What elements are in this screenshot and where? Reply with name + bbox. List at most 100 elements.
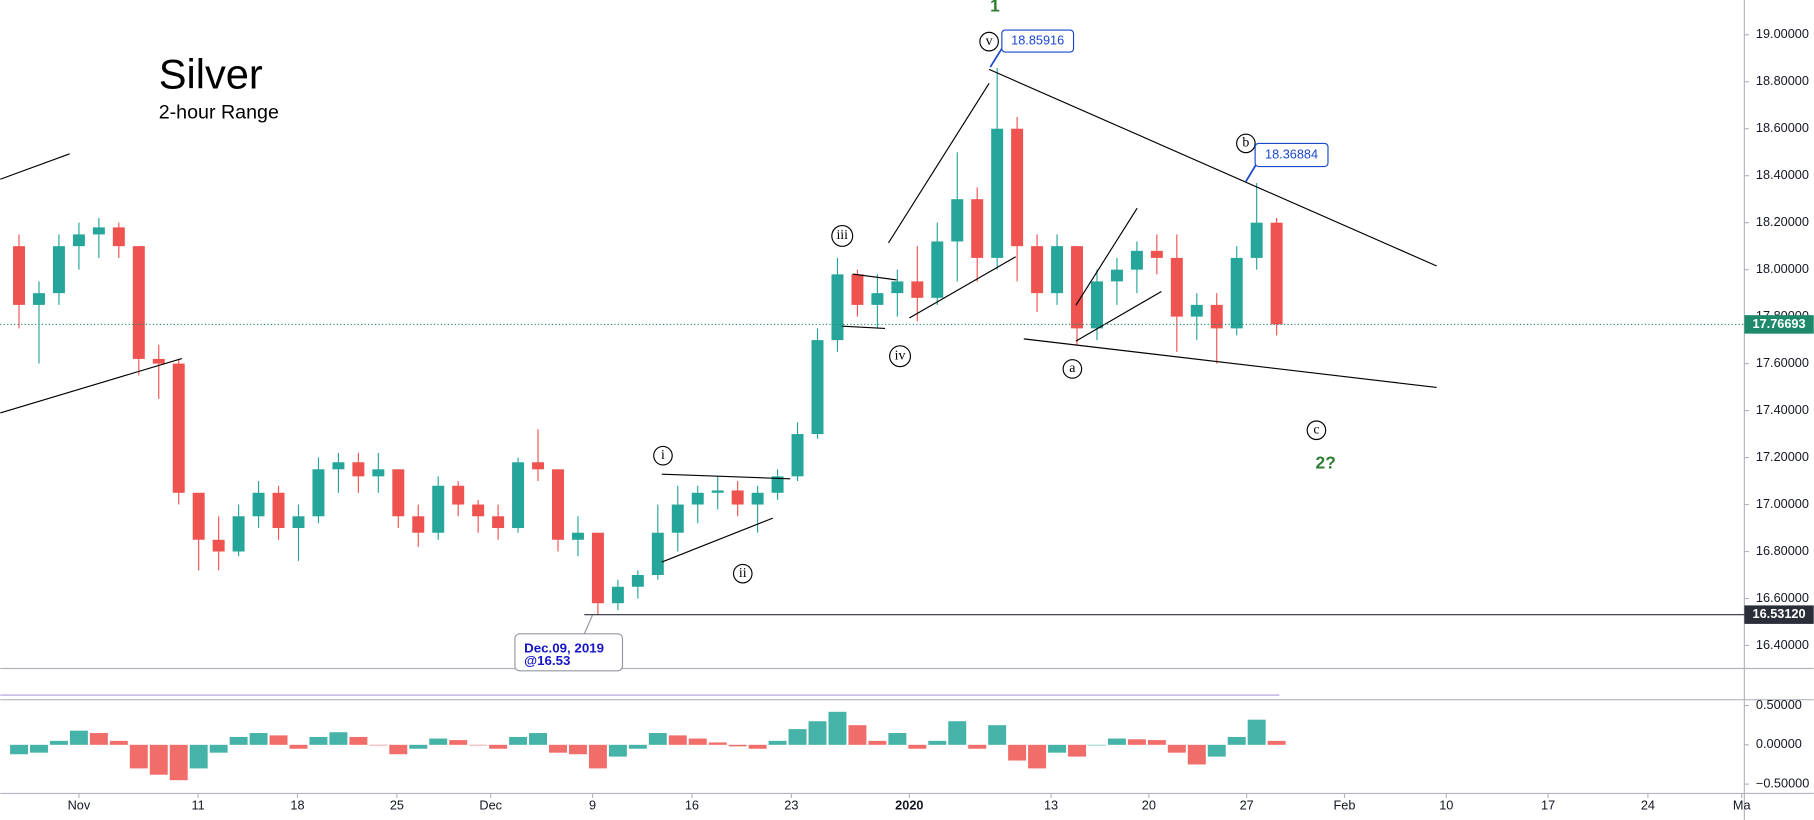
x-tick-label: 17 xyxy=(1541,797,1555,812)
candle-body xyxy=(112,227,125,247)
candle-body xyxy=(1011,128,1024,247)
last-price-box xyxy=(1744,315,1814,334)
osc-y-tick-label: 0.50000 xyxy=(1756,697,1802,712)
osc-bar xyxy=(588,744,607,769)
osc-bar xyxy=(409,744,428,749)
trend-line xyxy=(1075,207,1138,306)
candle-body xyxy=(13,246,26,305)
osc-y-tick-label: −0.50000 xyxy=(1756,775,1809,790)
osc-bar xyxy=(1107,738,1126,745)
osc-bar xyxy=(189,744,208,769)
candle-body xyxy=(352,462,365,477)
candle-body xyxy=(72,234,85,247)
osc-bar xyxy=(1207,744,1226,757)
candle-body xyxy=(831,274,844,341)
osc-bar xyxy=(668,735,687,745)
osc-bar xyxy=(608,744,627,757)
osc-bar xyxy=(529,733,548,745)
osc-bar xyxy=(109,740,128,745)
wave-label: b xyxy=(1242,136,1249,151)
trend-line xyxy=(909,256,1017,319)
y-tick-label: 18.40000 xyxy=(1756,167,1809,182)
osc-bar xyxy=(1167,744,1186,753)
osc-bar xyxy=(509,736,528,745)
osc-bar xyxy=(688,738,707,745)
price-callout: 18.85916 xyxy=(989,29,1075,68)
wave-marker: ii xyxy=(732,563,753,584)
y-tick-label: 18.60000 xyxy=(1756,120,1809,135)
callout-text: 18.85916 xyxy=(1011,32,1064,47)
osc-bar xyxy=(289,744,308,749)
callout-box xyxy=(1001,29,1075,53)
x-tick-label: Ma xyxy=(1733,797,1752,812)
candle-body xyxy=(571,532,584,540)
candle-body xyxy=(631,575,644,587)
osc-bar xyxy=(129,744,148,769)
y-tick-label: 16.40000 xyxy=(1756,637,1809,652)
candle-body xyxy=(671,504,684,533)
wave-circle xyxy=(1236,133,1256,154)
candle-body xyxy=(591,532,604,604)
wave-label: iv xyxy=(895,348,906,363)
y-tick-label: 17.20000 xyxy=(1756,449,1809,464)
x-tick-label: 16 xyxy=(685,797,699,812)
x-tick-label: 24 xyxy=(1641,797,1655,812)
osc-bar xyxy=(209,744,228,753)
candle-body xyxy=(691,492,704,505)
trend-line xyxy=(1075,290,1162,342)
x-tick-label: 13 xyxy=(1044,797,1058,812)
candle-body xyxy=(771,476,784,493)
osc-bar xyxy=(469,744,488,746)
candle-body xyxy=(911,281,924,298)
osc-bar xyxy=(1147,740,1166,745)
candle-body xyxy=(1090,281,1103,329)
candle-body xyxy=(791,434,804,477)
y-tick-label: 17.00000 xyxy=(1756,496,1809,511)
x-tick-label: Nov xyxy=(68,797,91,812)
candle-body xyxy=(532,462,545,470)
osc-bar xyxy=(828,711,847,745)
osc-bar xyxy=(808,721,827,745)
osc-bar xyxy=(868,740,887,745)
x-tick-label: 2020 xyxy=(895,797,923,812)
trend-line xyxy=(0,357,183,414)
osc-bar xyxy=(1068,744,1086,757)
osc-bar xyxy=(269,735,288,745)
callout-text: Dec.09, 2019 xyxy=(524,640,604,655)
wave-circle xyxy=(1306,420,1327,441)
x-tick-label: 11 xyxy=(191,797,204,812)
candle-body xyxy=(552,469,564,540)
osc-bar xyxy=(309,736,328,745)
x-tick-label: Feb xyxy=(1334,797,1356,812)
wave-label: i xyxy=(661,448,665,463)
osc-bar xyxy=(1127,739,1146,745)
candles xyxy=(13,67,1283,615)
candle-body xyxy=(1150,250,1163,258)
support-price-box xyxy=(1744,605,1814,624)
osc-y-tick-label: 0.00000 xyxy=(1756,736,1802,751)
x-tick-label: 23 xyxy=(784,797,798,812)
osc-bar xyxy=(169,744,188,781)
candle-body xyxy=(492,516,505,529)
candle-body xyxy=(192,492,205,540)
y-tick-label: 18.00000 xyxy=(1756,261,1809,276)
osc-bar xyxy=(429,738,448,745)
candle-body xyxy=(1110,269,1123,282)
callout-box xyxy=(1254,142,1329,168)
wave-circle xyxy=(1062,359,1083,379)
callout-box xyxy=(514,633,624,672)
osc-bar xyxy=(768,740,787,745)
last-price-label: 17.76693 xyxy=(1753,316,1806,331)
wave-label: 1 xyxy=(990,0,1000,16)
x-tick-label: 27 xyxy=(1240,797,1254,812)
osc-bar xyxy=(1267,740,1286,745)
osc-bar xyxy=(888,733,907,745)
candle-body xyxy=(512,462,525,529)
osc-bar xyxy=(988,725,1007,745)
osc-bar xyxy=(30,744,48,753)
candle-body xyxy=(711,490,724,493)
osc-bar xyxy=(968,744,987,749)
wave-marker: i xyxy=(653,445,673,466)
